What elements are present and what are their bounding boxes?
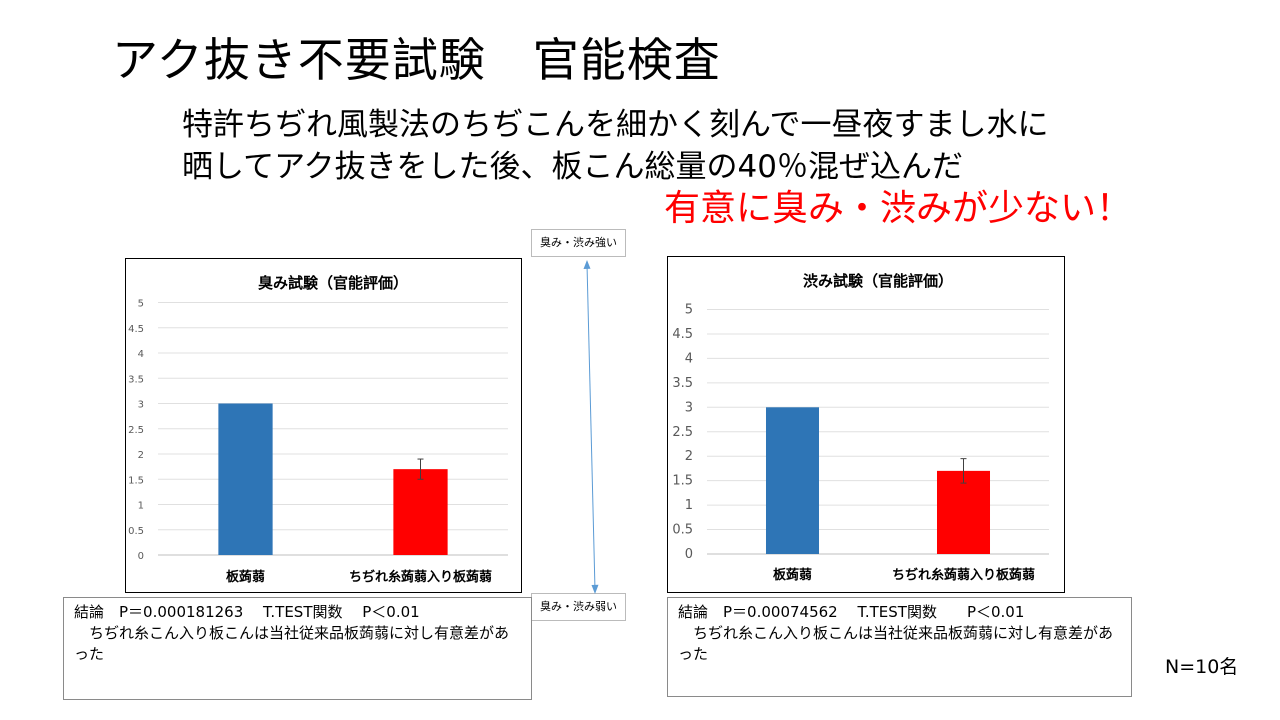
category-label: ちぢれ糸蒟蒻入り板蒟蒻 <box>349 569 492 585</box>
y-tick-label: 0.5 <box>672 523 693 538</box>
astringency-conclusion-line-2: ちぢれ糸こん入り板こんは当社従来品板蒟蒻に対し有意差があった <box>678 624 1114 663</box>
odor-chart-frame: 臭み試験（官能評価） 0 0.5 1 1.5 2 2.5 3 3.5 4 4.5 5 板蒟蒻 ちぢれ糸蒟蒻… <box>125 258 522 593</box>
result-highlight: 有意に臭み・渋みが少ない！ <box>664 188 1133 229</box>
chart-title: 臭み試験（官能評価） <box>258 274 408 292</box>
y-tick-label: 0.5 <box>128 526 144 537</box>
scale-top-label: 臭み・渋み強い <box>531 229 626 257</box>
category-label: ちぢれ糸蒟蒻入り板蒟蒻 <box>892 567 1035 583</box>
astringency-conclusion: 結論 P＝0.00074562 T.TEST関数 P＜0.01 ちぢれ糸こん入り… <box>667 597 1132 697</box>
scale-arrow <box>583 260 599 594</box>
y-tick-label: 4 <box>685 351 693 366</box>
y-tick-label: 2.5 <box>672 425 693 440</box>
odor-conclusion: 結論 P＝0.000181263 T.TEST関数 P＜0.01 ちぢれ糸こん入… <box>63 597 532 700</box>
description-line-2: 晒してアク抜きをした後、板こん総量の40％混ぜ込んだ <box>182 149 963 185</box>
astringency-chart: 渋み試験（官能評価） 0 0.5 1 1.5 2 2.5 3 3.5 4 4.5 5 板蒟蒻 ちぢれ糸蒟蒻… <box>672 272 1049 583</box>
sample-size-label: N=10名 <box>1165 656 1239 678</box>
y-tick-label: 4 <box>138 349 144 360</box>
y-tick-label: 0 <box>138 551 144 562</box>
bar <box>218 403 273 555</box>
y-tick-label: 1.5 <box>672 474 693 489</box>
bar <box>936 470 991 554</box>
odor-chart: 臭み試験（官能評価） 0 0.5 1 1.5 2 2.5 3 3.5 4 4.5 5 板蒟蒻 ちぢれ糸蒟蒻… <box>128 274 508 585</box>
y-tick-label: 5 <box>685 303 693 318</box>
y-tick-label: 3.5 <box>128 374 144 385</box>
odor-conclusion-line-2: ちぢれ糸こん入り板こんは当社従来品板蒟蒻に対し有意差があった <box>74 624 510 663</box>
astringency-conclusion-line-1: 結論 P＝0.00074562 T.TEST関数 P＜0.01 <box>678 603 1025 621</box>
odor-conclusion-line-1: 結論 P＝0.000181263 T.TEST関数 P＜0.01 <box>74 603 420 621</box>
scale-bottom-label: 臭み・渋み弱い <box>531 593 626 621</box>
chart-title: 渋み試験（官能評価） <box>803 272 953 290</box>
bar <box>765 407 820 554</box>
y-tick-label: 1 <box>138 501 144 512</box>
y-tick-label: 5 <box>138 299 144 310</box>
slide-title: アク抜き不要試験 官能検査 <box>112 33 721 87</box>
y-tick-label: 1 <box>685 498 693 513</box>
y-tick-label: 4.5 <box>128 324 144 335</box>
y-tick-label: 2 <box>685 449 693 464</box>
category-label: 板蒟蒻 <box>226 569 265 585</box>
y-tick-label: 2 <box>138 450 144 461</box>
y-tick-label: 3 <box>138 400 144 411</box>
description-line-1: 特許ちぢれ風製法のちぢこんを細かく刻んで一昼夜すまし水に <box>182 107 1049 143</box>
y-tick-label: 2.5 <box>128 425 144 436</box>
y-tick-label: 3 <box>685 400 693 415</box>
y-tick-label: 0 <box>685 547 693 562</box>
bar <box>393 469 448 555</box>
y-tick-label: 4.5 <box>672 327 693 342</box>
y-tick-label: 1.5 <box>128 475 144 486</box>
y-tick-label: 3.5 <box>672 376 693 391</box>
category-label: 板蒟蒻 <box>773 567 812 583</box>
slide-description: 特許ちぢれ風製法のちぢこんを細かく刻んで一昼夜すまし水に 晒してアク抜きをした後… <box>182 104 1048 188</box>
astringency-chart-frame: 渋み試験（官能評価） 0 0.5 1 1.5 2 2.5 3 3.5 4 4.5 5 板蒟蒻 ちぢれ糸蒟蒻… <box>667 256 1065 593</box>
